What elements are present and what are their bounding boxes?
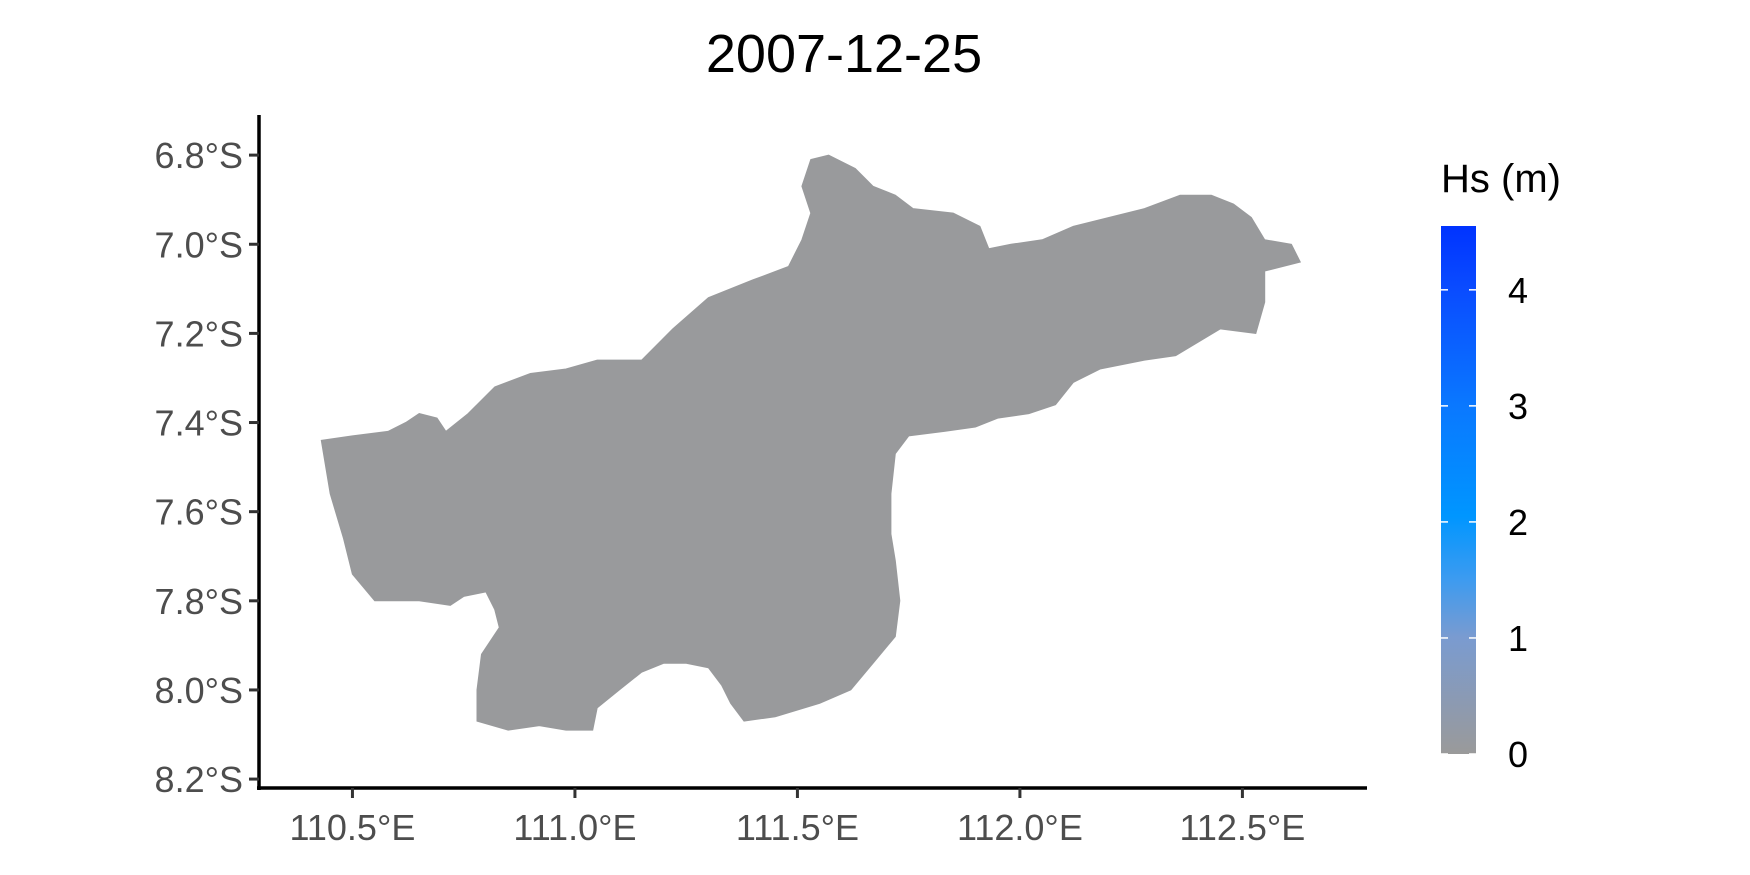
plot-area bbox=[320, 154, 1302, 731]
colorbar-tick-label: 4 bbox=[1508, 270, 1528, 311]
x-tick-label: 112.0°E bbox=[957, 807, 1083, 848]
y-axis-ticks: 6.8°S 7.0°S 7.2°S 7.4°S 7.6°S 7.8°S 8.0°S 8.2°S bbox=[155, 135, 259, 800]
colorbar-tick-label: 2 bbox=[1508, 502, 1528, 543]
x-tick-label: 112.5°E bbox=[1179, 807, 1305, 848]
colorbar-tick-label: 3 bbox=[1508, 386, 1528, 427]
x-tick-label: 111.5°E bbox=[736, 807, 859, 848]
colorbar-tick-label: 0 bbox=[1508, 734, 1528, 775]
colorbar bbox=[1441, 226, 1476, 754]
y-tick-label: 8.2°S bbox=[155, 759, 243, 800]
y-tick-label: 6.8°S bbox=[155, 135, 243, 176]
y-tick-label: 7.0°S bbox=[155, 224, 243, 265]
legend-title: Hs (m) bbox=[1441, 157, 1561, 201]
x-tick-label: 110.5°E bbox=[290, 807, 416, 848]
colorbar-legend: Hs (m) 0 1 2 3 4 bbox=[1441, 157, 1561, 775]
y-tick-label: 8.0°S bbox=[155, 670, 243, 711]
colorbar-tick-label: 1 bbox=[1508, 618, 1528, 659]
y-tick-label: 7.8°S bbox=[155, 581, 243, 622]
hs-region-fill bbox=[320, 154, 1302, 731]
y-tick-label: 7.4°S bbox=[155, 403, 243, 444]
y-tick-label: 7.6°S bbox=[155, 492, 243, 533]
x-axis-ticks: 110.5°E 111.0°E 111.5°E 112.0°E 112.5°E bbox=[290, 788, 1305, 848]
colorbar-ticks: 0 1 2 3 4 bbox=[1441, 270, 1528, 775]
chart-title: 2007-12-25 bbox=[706, 24, 982, 84]
x-tick-label: 111.0°E bbox=[513, 807, 636, 848]
y-tick-label: 7.2°S bbox=[155, 313, 243, 354]
